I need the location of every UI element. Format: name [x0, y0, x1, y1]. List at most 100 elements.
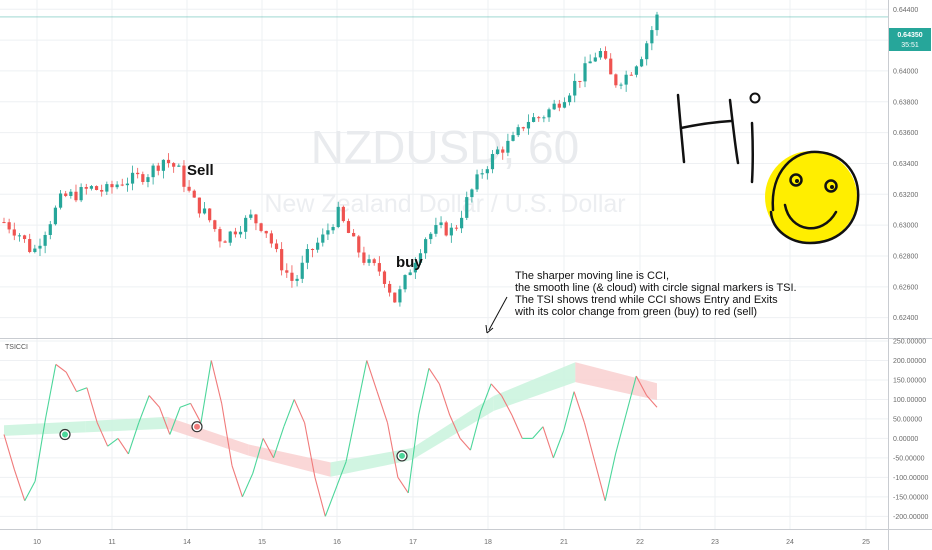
- tsi-cloud-segment: [248, 444, 331, 477]
- watermark-symbol: NZDUSD, 60: [311, 121, 579, 173]
- tsi-cloud-segment: [575, 362, 657, 401]
- cci-segment: [148, 395, 160, 408]
- candle-body: [43, 234, 47, 246]
- cci-segment: [65, 371, 78, 392]
- candle-body: [418, 253, 423, 263]
- cci-segment: [283, 399, 295, 427]
- signal-marker-dot: [62, 431, 68, 438]
- candle-body: [614, 74, 618, 86]
- cci-segment: [438, 383, 451, 416]
- time-tick-label: 23: [711, 539, 719, 546]
- candle-body: [7, 222, 11, 230]
- candle-body: [285, 270, 289, 273]
- candle-body: [650, 30, 654, 44]
- cci-segment: [469, 410, 482, 451]
- cci-segment: [231, 465, 243, 498]
- candle-body: [619, 84, 623, 86]
- cci-segment: [625, 375, 637, 416]
- candle-body: [208, 208, 212, 221]
- candle-body: [259, 223, 263, 231]
- candle-body: [501, 149, 505, 153]
- candle-body: [197, 197, 201, 214]
- candle-body: [506, 140, 510, 153]
- candle-body: [331, 226, 335, 231]
- indicator-tick-label: -150.00000: [893, 494, 929, 501]
- cci-segment: [355, 360, 368, 412]
- cci-segment: [407, 414, 420, 494]
- cci-segment: [428, 367, 440, 385]
- candle-body: [573, 80, 577, 96]
- bar-countdown: 35:51: [901, 42, 919, 49]
- candle-body: [439, 222, 443, 226]
- cci-segment: [138, 395, 150, 424]
- indicator-title[interactable]: TSICCI: [5, 344, 28, 351]
- time-tick-label: 10: [33, 539, 41, 546]
- candle-body: [125, 183, 130, 186]
- candle-body: [249, 214, 253, 218]
- time-tick-label: 18: [484, 539, 492, 546]
- cci-segment: [55, 363, 67, 373]
- candle-body: [228, 231, 232, 243]
- candle-body: [552, 103, 556, 110]
- buy-annotation: buy: [396, 254, 423, 271]
- candle-body: [398, 289, 402, 303]
- cci-segment: [501, 395, 513, 416]
- cci-segment: [200, 360, 212, 423]
- candle-body: [244, 217, 248, 232]
- indicator-tick-label: 50.00000: [893, 416, 922, 423]
- candle-body: [2, 222, 6, 224]
- candle-body: [22, 235, 27, 240]
- candle-body: [526, 121, 531, 129]
- candle-body: [326, 230, 330, 235]
- candle-body: [310, 249, 315, 251]
- candle-body: [58, 193, 63, 208]
- indicator-tick-label: 150.00000: [893, 377, 926, 384]
- candle-body: [521, 127, 525, 129]
- candle-body: [84, 187, 88, 189]
- candle-body: [593, 57, 597, 62]
- candle-body: [151, 165, 155, 178]
- tsi-cloud-segment: [330, 448, 413, 477]
- price-tick-label: 0.64000: [893, 68, 918, 75]
- candle-body: [639, 59, 644, 67]
- candle-body: [377, 263, 381, 272]
- time-tick-label: 24: [786, 539, 794, 546]
- candle-body: [388, 283, 392, 293]
- candle-body: [223, 241, 227, 243]
- cci-segment: [210, 360, 223, 404]
- cci-segment: [615, 414, 627, 455]
- candle-body: [403, 275, 407, 290]
- cci-segment: [418, 368, 430, 416]
- candle-body: [100, 189, 104, 192]
- indicator-axis[interactable]: 250.00000 200.00000 150.00000 100.00000 50.0…: [893, 339, 929, 521]
- cci-segment: [117, 438, 129, 455]
- candle-body: [156, 165, 160, 171]
- price-tick-label: 0.63200: [893, 192, 918, 199]
- candle-body: [393, 292, 397, 303]
- price-tick-label: 0.63600: [893, 130, 918, 137]
- cci-segment: [252, 438, 264, 474]
- candle-body: [300, 262, 304, 279]
- note-line-1: The sharper moving line is CCI,: [515, 270, 669, 282]
- cci-segment: [158, 407, 171, 435]
- cci-segment: [511, 414, 523, 439]
- cci-segment: [272, 426, 285, 459]
- candle-body: [161, 159, 165, 171]
- current-price-value: 0.64350: [897, 32, 922, 39]
- cci-segment: [76, 387, 88, 393]
- candle-body: [367, 259, 371, 263]
- candle-body: [562, 102, 567, 108]
- candle-body: [53, 207, 58, 225]
- candle-body: [33, 248, 37, 252]
- candle-body: [480, 173, 484, 175]
- time-axis[interactable]: 10 11 14 15 16 17 18 21 22 23 24 25: [33, 539, 870, 546]
- cci-segment: [386, 422, 399, 478]
- candlestick-series: [2, 11, 659, 307]
- price-grid: [0, 8, 888, 319]
- candle-body: [465, 197, 469, 218]
- cci-segment: [532, 426, 544, 439]
- candle-body: [64, 193, 68, 196]
- smiley-face-icon: [765, 150, 860, 245]
